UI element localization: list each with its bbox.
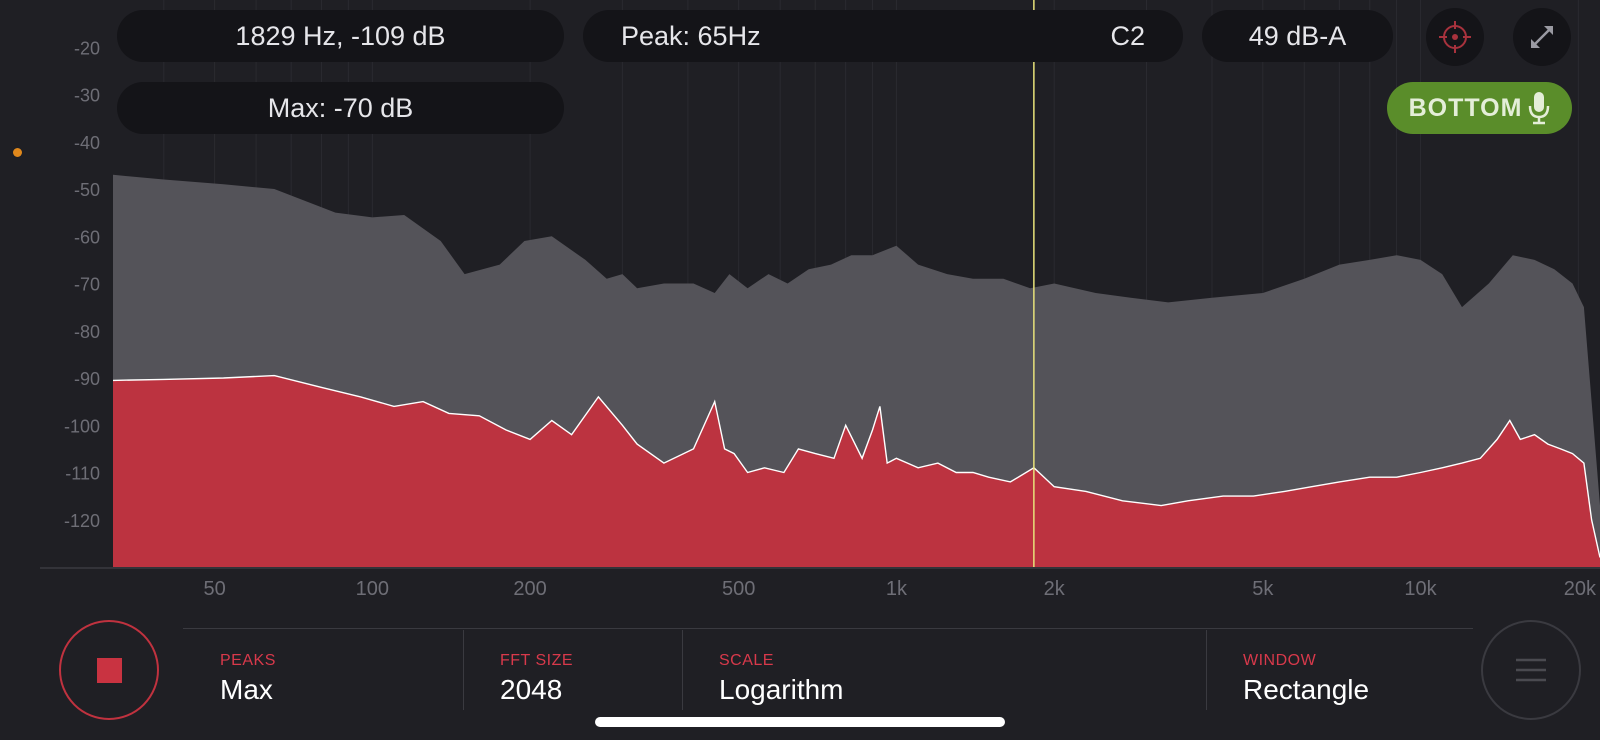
setting-peaks-label: PEAKS (220, 652, 276, 669)
level-readout: 49 dB-A (1202, 10, 1393, 62)
crosshair-button[interactable] (1426, 8, 1484, 66)
toolbar-separator (463, 630, 464, 710)
mic-select-label: BOTTOM (1408, 93, 1523, 122)
peak-readout-text: Peak: 65Hz (621, 20, 761, 51)
y-tick-label: -60 (74, 227, 100, 247)
setting-scale[interactable]: SCALE Logarithm (719, 652, 844, 706)
setting-fft-size[interactable]: FFT SIZE 2048 (500, 652, 573, 706)
y-axis-ticks: -20 -30 -40 -50 -60 -70 -80 -90 -100 -110 -120 (64, 38, 100, 531)
menu-icon (1516, 658, 1546, 682)
x-tick-label: 500 (722, 578, 755, 600)
y-tick-label: -50 (74, 180, 100, 200)
expand-button[interactable] (1513, 8, 1571, 66)
y-tick-label: -90 (74, 369, 100, 389)
toolbar-separator (1206, 630, 1207, 710)
x-axis-ticks: 50 100 200 500 1k 2k 5k 10k 20k (203, 578, 1597, 600)
peak-readout: Peak: 65Hz C2 (583, 10, 1183, 62)
y-tick-label: -30 (74, 86, 100, 106)
setting-scale-value: Logarithm (719, 674, 844, 705)
y-tick-label: -40 (74, 133, 100, 153)
setting-window-value: Rectangle (1243, 674, 1370, 705)
spectrum-plot[interactable]: -20 -30 -40 -50 -60 -70 -80 -90 -100 -110 -120 50 1… (0, 0, 1600, 600)
level-readout-text: 49 dB-A (1248, 20, 1347, 51)
note-readout-text: C2 (1110, 20, 1145, 51)
current-spectrum-area (113, 375, 1600, 567)
setting-fft-size-label: FFT SIZE (500, 652, 574, 669)
x-tick-label: 100 (356, 578, 389, 600)
microphone-icon (1529, 92, 1550, 125)
toolbar-divider (183, 628, 1473, 629)
toolbar-separator (682, 630, 683, 710)
setting-window[interactable]: WINDOW Rectangle (1243, 652, 1369, 706)
setting-fft-size-value: 2048 (500, 674, 563, 705)
setting-window-label: WINDOW (1243, 652, 1317, 669)
x-tick-label: 1k (886, 578, 908, 600)
x-tick-label: 5k (1252, 578, 1274, 600)
mic-select-button[interactable]: BOTTOM (1387, 82, 1572, 134)
y-tick-label: -110 (65, 464, 100, 484)
y-tick-label: -70 (74, 275, 100, 295)
menu-button[interactable] (1481, 620, 1581, 720)
expand-icon (1531, 26, 1553, 48)
status-dot (13, 148, 22, 157)
setting-scale-label: SCALE (719, 652, 774, 669)
max-readout-text: Max: -70 dB (267, 92, 414, 123)
setting-peaks[interactable]: PEAKS Max (220, 652, 276, 706)
current-spectrum-line (112, 374, 1600, 558)
cursor-readout: 1829 Hz, -109 dB (117, 10, 564, 62)
y-tick-label: -100 (64, 416, 100, 436)
y-tick-label: -20 (74, 38, 100, 58)
x-tick-label: 50 (203, 578, 225, 600)
x-tick-label: 20k (1564, 578, 1597, 600)
cursor-readout-text: 1829 Hz, -109 dB (235, 20, 446, 51)
y-tick-label: -80 (74, 322, 100, 342)
setting-peaks-value: Max (220, 674, 273, 705)
crosshair-icon (1439, 21, 1471, 53)
stop-icon (96, 657, 122, 683)
max-readout: Max: -70 dB (117, 82, 564, 134)
home-indicator[interactable] (595, 717, 1005, 727)
x-tick-label: 10k (1404, 578, 1437, 600)
x-tick-label: 2k (1044, 578, 1066, 600)
y-tick-label: -120 (64, 511, 100, 531)
stop-button[interactable] (59, 620, 159, 720)
x-tick-label: 200 (513, 578, 546, 600)
